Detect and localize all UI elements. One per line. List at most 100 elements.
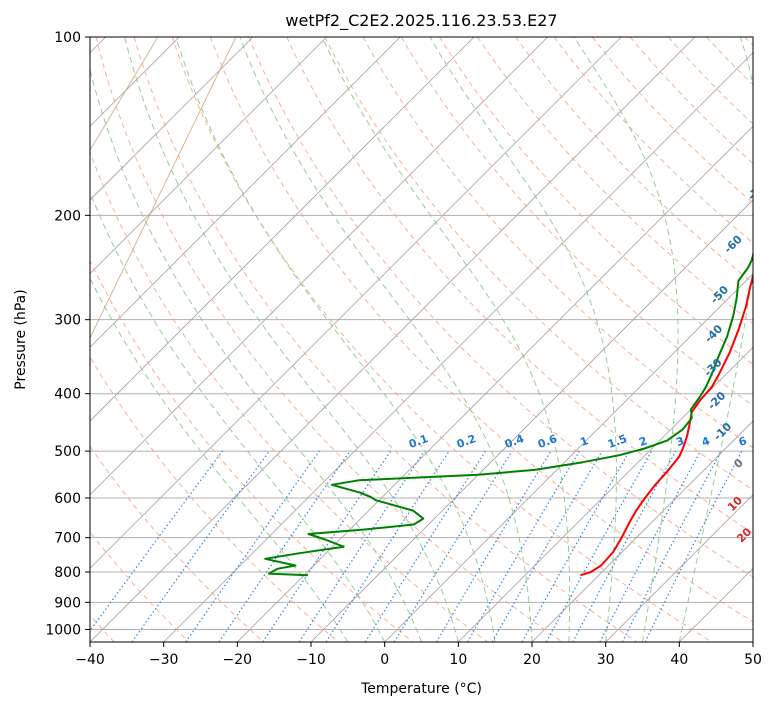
skewed-isotherm <box>90 37 548 496</box>
mixing-ratio-label: 1.5 <box>606 432 629 451</box>
x-tick-label: 20 <box>523 652 541 668</box>
dry-adiabat-label: -30 <box>701 356 724 379</box>
moist-adiabat <box>573 37 679 642</box>
skewed-isotherm <box>531 420 753 642</box>
mixing-ratio-label: 8 <box>766 434 775 449</box>
dry-adiabat <box>90 531 190 642</box>
x-tick-label: −20 <box>223 652 253 668</box>
moist-adiabat <box>678 37 753 642</box>
moist-adiabat <box>90 277 349 642</box>
dry-adiabat <box>90 150 488 642</box>
x-tick-label: 40 <box>670 652 688 668</box>
plot-area: -100-90-80-70-60-50-40-30-20-10010203040… <box>90 37 775 642</box>
dry-adiabat <box>477 37 753 325</box>
mixing-ratio-line <box>298 450 425 642</box>
skewed-isotherm <box>90 37 622 569</box>
x-tick-label: 0 <box>380 652 389 668</box>
y-tick-label: 400 <box>54 387 81 403</box>
mixing-ratio-line <box>393 450 513 642</box>
dry-adiabat <box>210 37 753 623</box>
x-tick-label: 30 <box>597 652 615 668</box>
temperature-profile <box>580 272 753 577</box>
mixing-ratio-label: 0.6 <box>536 432 559 451</box>
plot-frame <box>89 36 754 643</box>
moist-adiabat-label: 20 <box>734 525 754 545</box>
reference-curve <box>90 37 159 152</box>
mixing-ratio-line <box>325 450 450 642</box>
dry-adiabat <box>744 37 753 47</box>
skewed-isotherm <box>90 37 696 642</box>
mixing-ratio-label: 0.4 <box>503 432 526 451</box>
moist-adiabat <box>175 37 496 642</box>
dry-adiabat <box>95 37 563 642</box>
dry-adiabat <box>400 37 753 407</box>
y-tick-label: 800 <box>54 565 81 581</box>
y-tick-label: 500 <box>54 444 81 460</box>
dry-adiabat-label: -20 <box>705 389 728 412</box>
moist-adiabat-label: 10 <box>725 494 745 514</box>
reference-curve <box>90 37 237 340</box>
dry-adiabat <box>553 37 753 244</box>
moist-adiabat <box>239 37 533 642</box>
mixing-ratio-label: 0.1 <box>407 432 430 451</box>
skewed-isotherm <box>679 567 753 642</box>
dry-adiabat <box>668 37 753 125</box>
mixing-ratio-label: 6 <box>737 434 749 449</box>
skewed-isotherm <box>605 494 753 642</box>
mixing-ratio-line <box>521 450 631 642</box>
dry-adiabat <box>362 37 753 449</box>
mixing-ratio-label: 2 <box>637 434 649 449</box>
dry-adiabat-label: -60 <box>722 232 745 255</box>
dry-adiabat <box>515 37 753 284</box>
skewed-isotherm <box>90 37 327 275</box>
y-axis-label: Pressure (hPa) <box>13 289 29 389</box>
moist-adiabat <box>124 37 459 642</box>
mixing-ratio-line <box>185 450 320 642</box>
mixing-ratio-line <box>435 450 552 642</box>
dry-adiabat <box>171 37 712 642</box>
mixing-ratio-line <box>262 450 392 642</box>
moist-adiabat-label: 0 <box>731 456 746 471</box>
mixing-ratio-line <box>644 450 743 642</box>
x-tick-label: 10 <box>449 652 467 668</box>
skewed-isotherm <box>752 641 753 642</box>
mixing-ratio-label: 1 <box>578 434 590 449</box>
moist-adiabat <box>321 37 571 642</box>
mixing-ratio-label: 3 <box>674 434 686 449</box>
y-tick-label: 300 <box>54 313 81 329</box>
dry-adiabat <box>90 356 339 642</box>
mixing-ratio-line <box>545 450 653 642</box>
moist-adiabat-label: 30 <box>751 553 771 573</box>
dewpoint-profile <box>264 250 753 577</box>
y-tick-label: 900 <box>54 595 81 611</box>
dry-adiabat <box>591 37 753 204</box>
x-tick-label: −10 <box>296 652 326 668</box>
y-tick-label: 600 <box>54 491 81 507</box>
dry-adiabat <box>248 37 753 578</box>
skewed-isotherm <box>90 37 254 201</box>
x-tick-label: 50 <box>744 652 762 668</box>
moist-adiabat-label: 40 <box>767 581 775 601</box>
dry-adiabat-label: -50 <box>708 283 731 306</box>
skewed-isotherm <box>310 199 753 642</box>
skewed-isotherm <box>384 273 753 642</box>
x-axis: −40 −30 −20 −10 0 10 20 30 40 50 <box>75 642 762 668</box>
skewed-isotherm <box>90 37 401 348</box>
dry-adiabat <box>90 259 414 642</box>
dry-adiabat <box>133 37 638 642</box>
y-tick-label: 200 <box>54 208 81 224</box>
skewed-isotherm <box>237 125 753 642</box>
x-tick-label: −30 <box>149 652 179 668</box>
x-tick-label: −40 <box>75 652 105 668</box>
dry-adiabat <box>629 37 753 165</box>
y-tick-label: 100 <box>54 30 81 46</box>
skewed-isotherm <box>163 52 753 642</box>
mixing-ratio-line <box>131 450 270 642</box>
mixing-ratio-label: 0.2 <box>455 432 478 451</box>
moist-adiabat <box>90 190 386 642</box>
dry-adiabat <box>90 445 264 642</box>
moist-adiabat <box>90 67 422 642</box>
mixing-ratio-line <box>599 450 702 642</box>
